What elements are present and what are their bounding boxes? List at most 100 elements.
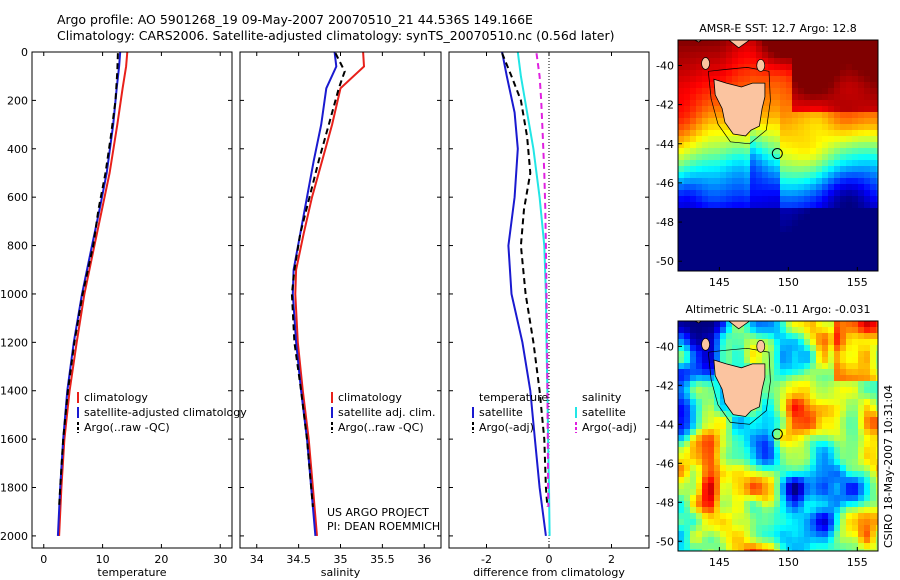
map-cell — [834, 190, 841, 197]
map-cell — [816, 441, 823, 448]
map-cell — [762, 268, 769, 271]
map-cell — [756, 321, 763, 328]
map-cell — [822, 423, 829, 430]
map-cell — [816, 435, 823, 442]
map-cell — [678, 130, 685, 137]
map-cell — [786, 489, 793, 496]
profile-panel-1: 0 10 20 30temperature0200400600800100012001… — [0, 46, 247, 579]
map-cell — [708, 531, 715, 538]
map-cell — [840, 172, 847, 179]
map-cell — [846, 453, 853, 460]
map-cell — [768, 321, 775, 328]
map-cell — [792, 453, 799, 460]
shelf-contour — [707, 67, 771, 145]
map-cell — [744, 435, 751, 442]
map-cell — [678, 537, 685, 544]
map-cell — [822, 435, 829, 442]
map-cell — [708, 244, 715, 251]
map-cell — [678, 256, 685, 263]
map-cell — [852, 112, 859, 119]
map-cell — [702, 495, 709, 502]
map-cell — [798, 387, 805, 394]
map-cell — [846, 76, 853, 83]
map-cell — [696, 106, 703, 113]
map-cell — [870, 142, 877, 149]
map-cell — [834, 405, 841, 412]
map-cell — [816, 148, 823, 155]
map-cell — [738, 441, 745, 448]
map-cell — [774, 399, 781, 406]
map-cell — [714, 46, 721, 53]
map-cell — [708, 136, 715, 143]
map-cell — [846, 136, 853, 143]
map-cell — [708, 435, 715, 442]
map-cell — [786, 345, 793, 352]
map-cell — [738, 351, 745, 358]
map-cell — [786, 112, 793, 119]
map-cell — [864, 250, 871, 257]
map-cell — [720, 262, 727, 269]
map-cell — [756, 226, 763, 233]
map-cell — [744, 513, 751, 520]
map-cell — [720, 399, 727, 406]
map-cell — [786, 441, 793, 448]
map-cell — [834, 333, 841, 340]
legend-item: Argo(-adj) — [582, 421, 637, 434]
map-cell — [870, 507, 877, 514]
map-cell — [768, 399, 775, 406]
map-cell — [744, 525, 751, 532]
map-cell — [690, 495, 697, 502]
map-cell — [834, 453, 841, 460]
map-cell — [798, 453, 805, 460]
map-cell — [714, 244, 721, 251]
map-cell — [714, 64, 721, 71]
map-cell — [864, 387, 871, 394]
map-cell — [696, 477, 703, 484]
map-cell — [876, 345, 878, 352]
map-y-tick-label: -44 — [656, 418, 674, 431]
x-tick-label: 30 — [213, 553, 227, 566]
map-cell — [780, 387, 787, 394]
map-cell — [804, 172, 811, 179]
map-cell — [870, 172, 877, 179]
map-cell — [726, 166, 733, 173]
legend-title-temperature: temperature — [479, 391, 548, 404]
y-tick-label: 0 — [21, 46, 28, 59]
map-cell — [792, 82, 799, 89]
map-cell — [732, 537, 739, 544]
map-cell — [876, 184, 878, 191]
map-cell — [822, 465, 829, 472]
map-cell — [858, 76, 865, 83]
map-cell — [852, 202, 859, 209]
map-cell — [792, 112, 799, 119]
map-cell — [690, 417, 697, 424]
map-cell — [762, 513, 769, 520]
map-cell — [714, 124, 721, 131]
map-cell — [702, 543, 709, 550]
map-cell — [864, 226, 871, 233]
map-cell — [780, 321, 787, 328]
map-cell — [828, 196, 835, 203]
map-cell — [870, 196, 877, 203]
map-cell — [696, 238, 703, 245]
map-cell — [816, 375, 823, 382]
map-cell — [858, 136, 865, 143]
map-cell — [870, 543, 877, 550]
map-cell — [768, 58, 775, 65]
map-cell — [834, 465, 841, 472]
map-cell — [870, 519, 877, 526]
map-cell — [840, 184, 847, 191]
map-cell — [846, 381, 853, 388]
map-cell — [870, 477, 877, 484]
map-cell — [756, 172, 763, 179]
map-y-tick-label: -46 — [656, 457, 674, 470]
map-cell — [804, 262, 811, 269]
map-cell — [756, 507, 763, 514]
map-cell — [846, 399, 853, 406]
map-cell — [816, 184, 823, 191]
map-cell — [738, 268, 745, 271]
series-line-cyan — [516, 52, 551, 536]
map-cell — [816, 256, 823, 263]
map-cell — [876, 489, 878, 496]
